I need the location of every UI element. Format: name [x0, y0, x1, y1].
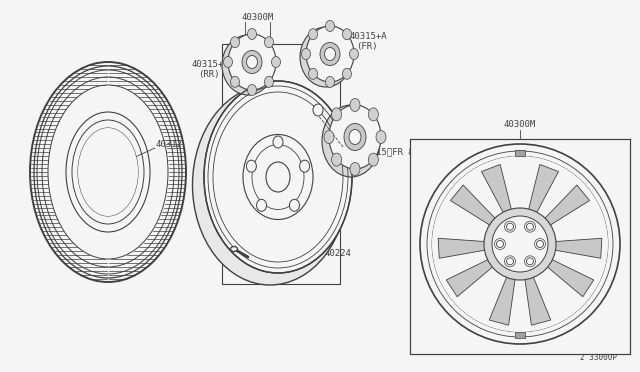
Text: ALUMINUM WHEEL: ALUMINUM WHEEL: [483, 145, 557, 154]
Polygon shape: [446, 258, 495, 297]
Ellipse shape: [527, 223, 534, 230]
Ellipse shape: [342, 29, 351, 40]
Ellipse shape: [266, 162, 290, 192]
Ellipse shape: [350, 99, 360, 112]
Ellipse shape: [264, 76, 273, 87]
Text: 40224: 40224: [325, 250, 352, 259]
Text: 40312: 40312: [156, 140, 183, 148]
Ellipse shape: [243, 135, 313, 219]
Ellipse shape: [308, 68, 317, 79]
Ellipse shape: [223, 57, 232, 67]
Ellipse shape: [246, 160, 257, 172]
Polygon shape: [451, 185, 498, 227]
Ellipse shape: [349, 48, 358, 60]
Ellipse shape: [369, 153, 378, 166]
Ellipse shape: [78, 128, 138, 216]
Ellipse shape: [204, 81, 352, 273]
Polygon shape: [490, 274, 516, 325]
Ellipse shape: [230, 37, 239, 48]
Ellipse shape: [492, 216, 548, 272]
Text: 2 33000P: 2 33000P: [580, 353, 617, 362]
Ellipse shape: [300, 27, 352, 87]
Polygon shape: [528, 164, 559, 216]
Ellipse shape: [322, 105, 380, 177]
Ellipse shape: [306, 26, 354, 82]
Ellipse shape: [536, 241, 543, 247]
Ellipse shape: [376, 131, 386, 144]
Polygon shape: [545, 258, 594, 297]
Ellipse shape: [324, 48, 335, 61]
Text: 40300M: 40300M: [242, 13, 274, 22]
Ellipse shape: [332, 108, 342, 121]
Ellipse shape: [506, 258, 513, 265]
Ellipse shape: [308, 29, 317, 40]
Text: 40315+A: 40315+A: [350, 32, 388, 41]
Bar: [515, 332, 525, 338]
Ellipse shape: [484, 208, 556, 280]
Ellipse shape: [228, 34, 276, 90]
Ellipse shape: [301, 48, 310, 60]
Ellipse shape: [271, 57, 280, 67]
Ellipse shape: [344, 124, 366, 151]
Text: (RR): (RR): [198, 70, 220, 78]
Ellipse shape: [289, 199, 300, 211]
Ellipse shape: [193, 85, 348, 285]
Polygon shape: [438, 238, 488, 258]
Ellipse shape: [264, 37, 273, 48]
Ellipse shape: [313, 104, 323, 116]
Text: 40315〈FR & RR〉: 40315〈FR & RR〉: [360, 148, 435, 157]
Text: (FR): (FR): [356, 42, 378, 51]
Ellipse shape: [222, 35, 274, 95]
Ellipse shape: [230, 76, 239, 87]
Ellipse shape: [257, 199, 266, 211]
Text: 40300M: 40300M: [504, 119, 536, 128]
Ellipse shape: [246, 55, 257, 68]
Ellipse shape: [432, 156, 608, 332]
Ellipse shape: [342, 68, 351, 79]
Ellipse shape: [497, 241, 504, 247]
Ellipse shape: [273, 136, 283, 148]
Bar: [410, 139, 630, 354]
Ellipse shape: [326, 77, 335, 87]
Polygon shape: [481, 164, 512, 216]
Polygon shape: [542, 185, 589, 227]
Ellipse shape: [324, 131, 334, 144]
Ellipse shape: [300, 160, 310, 172]
Text: 40311: 40311: [250, 266, 277, 275]
Ellipse shape: [248, 84, 257, 96]
Ellipse shape: [369, 108, 378, 121]
Ellipse shape: [242, 51, 262, 74]
Polygon shape: [552, 238, 602, 258]
Ellipse shape: [320, 42, 340, 65]
Ellipse shape: [527, 258, 534, 265]
Bar: [515, 150, 525, 156]
Polygon shape: [524, 274, 550, 325]
Ellipse shape: [248, 29, 257, 39]
Ellipse shape: [230, 247, 237, 251]
Ellipse shape: [326, 20, 335, 32]
Ellipse shape: [506, 223, 513, 230]
Ellipse shape: [350, 163, 360, 176]
Ellipse shape: [78, 128, 138, 216]
Ellipse shape: [349, 129, 361, 144]
Ellipse shape: [329, 105, 381, 169]
Ellipse shape: [332, 153, 342, 166]
Bar: [222, 44, 340, 284]
Text: 40315+B: 40315+B: [192, 60, 230, 68]
